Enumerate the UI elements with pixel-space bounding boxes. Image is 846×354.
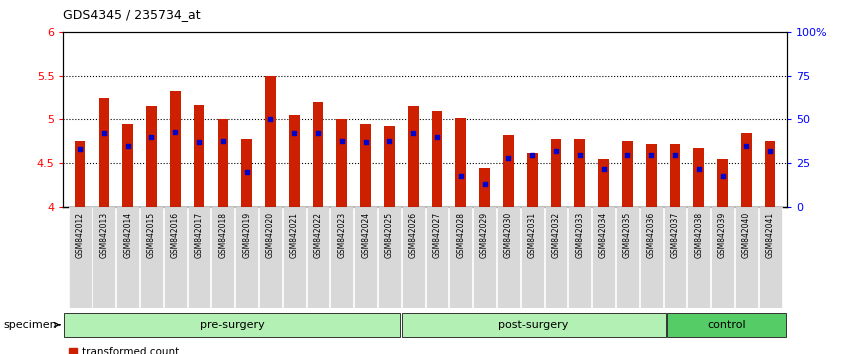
FancyBboxPatch shape: [402, 207, 425, 308]
FancyBboxPatch shape: [667, 313, 786, 337]
Text: GSM842035: GSM842035: [623, 212, 632, 258]
Text: specimen: specimen: [3, 320, 60, 330]
Bar: [408, 106, 419, 207]
Bar: [431, 111, 442, 207]
Text: GSM842019: GSM842019: [242, 212, 251, 258]
Bar: [123, 124, 133, 207]
FancyBboxPatch shape: [69, 207, 91, 308]
FancyBboxPatch shape: [212, 207, 234, 308]
FancyBboxPatch shape: [640, 207, 662, 308]
Bar: [337, 119, 347, 207]
Bar: [360, 124, 371, 207]
Text: GSM842022: GSM842022: [314, 212, 322, 258]
FancyBboxPatch shape: [331, 207, 354, 308]
Bar: [694, 148, 704, 207]
Bar: [217, 119, 228, 207]
Bar: [741, 133, 752, 207]
Bar: [503, 135, 514, 207]
Text: control: control: [707, 320, 746, 330]
Text: GSM842039: GSM842039: [718, 212, 727, 258]
FancyBboxPatch shape: [188, 207, 211, 308]
FancyBboxPatch shape: [497, 207, 519, 308]
Bar: [265, 76, 276, 207]
FancyBboxPatch shape: [735, 207, 758, 308]
Bar: [146, 106, 157, 207]
Text: GSM842037: GSM842037: [670, 212, 679, 258]
Text: GSM842021: GSM842021: [289, 212, 299, 258]
Text: GSM842031: GSM842031: [528, 212, 536, 258]
Bar: [98, 98, 109, 207]
Text: post-surgery: post-surgery: [498, 320, 569, 330]
FancyBboxPatch shape: [235, 207, 258, 308]
Bar: [384, 126, 395, 207]
FancyBboxPatch shape: [426, 207, 448, 308]
FancyBboxPatch shape: [592, 207, 615, 308]
Text: GSM842017: GSM842017: [195, 212, 204, 258]
FancyBboxPatch shape: [259, 207, 282, 308]
FancyBboxPatch shape: [711, 207, 734, 308]
Text: GSM842026: GSM842026: [409, 212, 418, 258]
Text: GSM842012: GSM842012: [75, 212, 85, 258]
FancyBboxPatch shape: [354, 207, 377, 308]
FancyBboxPatch shape: [116, 207, 139, 308]
Bar: [194, 104, 205, 207]
Bar: [598, 159, 609, 207]
Bar: [717, 159, 728, 207]
FancyBboxPatch shape: [521, 207, 544, 308]
FancyBboxPatch shape: [473, 207, 496, 308]
Text: GSM842038: GSM842038: [695, 212, 703, 258]
Bar: [74, 141, 85, 207]
FancyBboxPatch shape: [663, 207, 686, 308]
FancyBboxPatch shape: [378, 207, 401, 308]
Bar: [645, 144, 656, 207]
FancyBboxPatch shape: [569, 207, 591, 308]
Bar: [551, 139, 562, 207]
FancyBboxPatch shape: [92, 207, 115, 308]
Text: GSM842018: GSM842018: [218, 212, 228, 258]
Text: GSM842014: GSM842014: [124, 212, 132, 258]
FancyBboxPatch shape: [164, 207, 187, 308]
FancyBboxPatch shape: [402, 313, 666, 337]
Bar: [527, 153, 537, 207]
Text: GSM842033: GSM842033: [575, 212, 585, 258]
FancyBboxPatch shape: [687, 207, 710, 308]
Text: GSM842023: GSM842023: [338, 212, 346, 258]
Text: GSM842013: GSM842013: [99, 212, 108, 258]
Text: GSM842030: GSM842030: [504, 212, 513, 258]
FancyBboxPatch shape: [283, 207, 305, 308]
Bar: [170, 91, 181, 207]
Text: GSM842040: GSM842040: [742, 212, 751, 258]
Bar: [574, 139, 585, 207]
Text: GSM842016: GSM842016: [171, 212, 180, 258]
Text: GSM842020: GSM842020: [266, 212, 275, 258]
Bar: [622, 141, 633, 207]
Text: GSM842015: GSM842015: [147, 212, 156, 258]
Legend: transformed count, percentile rank within the sample: transformed count, percentile rank withi…: [69, 347, 258, 354]
Text: GSM842025: GSM842025: [385, 212, 394, 258]
Bar: [479, 168, 490, 207]
Text: GSM842029: GSM842029: [480, 212, 489, 258]
Text: GSM842036: GSM842036: [646, 212, 656, 258]
Text: GSM842032: GSM842032: [552, 212, 561, 258]
Text: GSM842041: GSM842041: [766, 212, 775, 258]
FancyBboxPatch shape: [545, 207, 568, 308]
Bar: [669, 144, 680, 207]
Bar: [455, 118, 466, 207]
Text: GSM842028: GSM842028: [456, 212, 465, 258]
Bar: [288, 115, 299, 207]
Bar: [241, 139, 252, 207]
Text: GSM842027: GSM842027: [432, 212, 442, 258]
FancyBboxPatch shape: [140, 207, 163, 308]
FancyBboxPatch shape: [759, 207, 782, 308]
Text: GDS4345 / 235734_at: GDS4345 / 235734_at: [63, 8, 201, 21]
FancyBboxPatch shape: [616, 207, 639, 308]
Text: pre-surgery: pre-surgery: [200, 320, 265, 330]
Text: GSM842024: GSM842024: [361, 212, 371, 258]
Bar: [313, 102, 323, 207]
FancyBboxPatch shape: [449, 207, 472, 308]
FancyBboxPatch shape: [64, 313, 400, 337]
Text: GSM842034: GSM842034: [599, 212, 608, 258]
Bar: [765, 141, 776, 207]
FancyBboxPatch shape: [306, 207, 329, 308]
